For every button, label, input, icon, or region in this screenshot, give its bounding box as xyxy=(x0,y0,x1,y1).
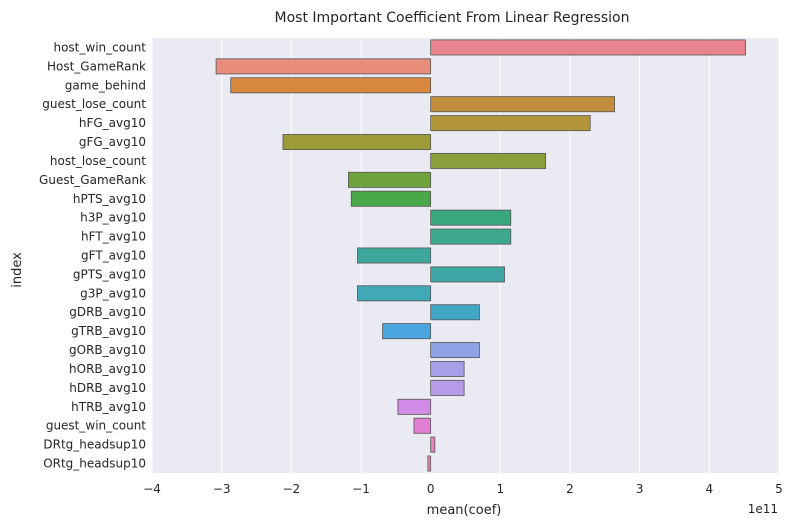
chart-title: Most Important Coefficient From Linear R… xyxy=(275,10,630,26)
bar-gDRB_avg10 xyxy=(430,304,480,321)
bar-game_behind xyxy=(230,77,432,94)
x-tick-label: −2 xyxy=(282,482,300,496)
y-tick-label: h3P_avg10 xyxy=(80,211,146,225)
x-tick-labels: −4 −3 −2 −1 0 1 2 3 4 5 xyxy=(143,482,783,496)
bar-hFG_avg10 xyxy=(430,115,591,132)
y-tick-label: gFT_avg10 xyxy=(81,249,146,263)
y-tick-label: host_lose_count xyxy=(50,154,146,168)
y-tick-label: guest_win_count xyxy=(46,419,146,433)
bar-hFT_avg10 xyxy=(430,228,512,245)
x-scale-label: 1e11 xyxy=(748,502,778,516)
y-tick-labels: host_win_count Host_GameRank game_behindgu… xyxy=(39,40,146,470)
bar-guest_lose_count xyxy=(430,96,615,113)
bar-gTRB_avg10 xyxy=(382,323,432,340)
y-tick-label: gPTS_avg10 xyxy=(73,267,146,281)
bar-hORB_avg10 xyxy=(430,361,465,377)
x-tick-label: 0 xyxy=(427,482,435,496)
bar-hPTS_avg10 xyxy=(350,190,432,207)
bar-host_win_count xyxy=(430,39,746,56)
grid-lines xyxy=(151,38,780,473)
bar-DRtg_headsup10 xyxy=(430,436,436,453)
x-tick-label: −1 xyxy=(352,482,370,496)
y-tick-label: DRtg_headsup10 xyxy=(43,438,146,452)
bar-guest_win_count xyxy=(413,417,432,434)
y-tick-label: gFG_avg10 xyxy=(79,135,146,149)
y-axis-label: index xyxy=(10,252,25,288)
bars xyxy=(215,39,746,472)
y-tick-label: ORtg_headsup10 xyxy=(43,457,146,471)
bar-gORB_avg10 xyxy=(430,342,480,359)
x-axis-label: mean(coef) xyxy=(427,503,502,518)
x-tick-label: 4 xyxy=(706,482,714,496)
bar-hDRB_avg10 xyxy=(430,379,465,396)
bar-gFG_avg10 xyxy=(282,134,432,150)
bar-Host_GameRank xyxy=(215,58,432,75)
bar-gPTS_avg10 xyxy=(430,266,505,283)
x-tick-label: −3 xyxy=(213,482,231,496)
y-tick-label: hFG_avg10 xyxy=(79,116,146,130)
bar-h3P_avg10 xyxy=(430,209,512,226)
y-tick-label: host_win_count xyxy=(53,40,146,54)
y-tick-label: g3P_avg10 xyxy=(80,286,146,300)
bar-host_lose_count xyxy=(430,152,547,169)
bar-gFT_avg10 xyxy=(357,247,432,264)
x-tick-label: 2 xyxy=(566,482,574,496)
y-tick-label: hTRB_avg10 xyxy=(71,400,146,414)
bar-hTRB_avg10 xyxy=(397,398,432,415)
x-tick-label: 1 xyxy=(497,482,505,496)
y-tick-label: hPTS_avg10 xyxy=(73,192,146,206)
y-tick-label: hFT_avg10 xyxy=(81,230,146,244)
bar-Guest_GameRank xyxy=(348,171,432,188)
y-tick-label: gTRB_avg10 xyxy=(71,324,146,338)
x-tick-label: 5 xyxy=(775,482,783,496)
y-tick-label: game_behind xyxy=(65,78,146,92)
y-tick-label: Guest_GameRank xyxy=(39,173,146,187)
y-tick-label: hDRB_avg10 xyxy=(69,381,146,395)
x-tick-label: −4 xyxy=(143,482,161,496)
y-tick-label: gORB_avg10 xyxy=(69,343,146,357)
y-tick-label: guest_lose_count xyxy=(42,97,146,111)
bar-ORtg_headsup10 xyxy=(427,455,432,472)
bar-g3P_avg10 xyxy=(357,285,432,302)
y-tick-label: Host_GameRank xyxy=(47,59,146,73)
x-tick-label: 3 xyxy=(636,482,644,496)
y-tick-label: gDRB_avg10 xyxy=(69,305,146,319)
y-tick-label: hORB_avg10 xyxy=(69,362,146,376)
